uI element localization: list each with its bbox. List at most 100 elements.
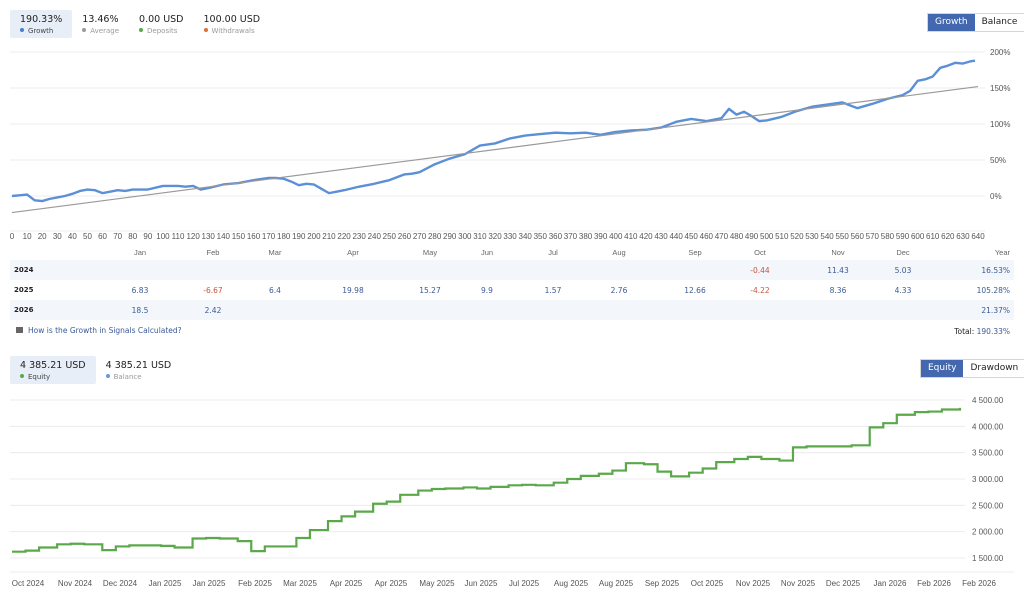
svg-text:450: 450 [685, 232, 699, 241]
legend-dot-icon [203, 28, 208, 32]
legend-dot-icon [105, 374, 110, 378]
svg-text:460: 460 [700, 232, 714, 241]
svg-text:Apr 2025: Apr 2025 [375, 579, 408, 588]
svg-text:Aug 2025: Aug 2025 [554, 579, 589, 588]
growth-chart: 0%50%100%150%200%0 10 20 30 40 50 60 70 80 90 100 1… [10, 48, 1011, 241]
svg-text:170: 170 [262, 232, 276, 241]
equity-toggle-button[interactable]: Equity [921, 360, 964, 377]
total-label: Total: [954, 327, 975, 336]
svg-text:60: 60 [98, 232, 107, 241]
svg-text:40: 40 [68, 232, 77, 241]
svg-text:630: 630 [956, 232, 970, 241]
growth-stat-deposits[interactable]: 0.00 USD Deposits [129, 10, 193, 38]
svg-text:250: 250 [383, 232, 397, 241]
table-cell: -6.67 [203, 286, 223, 295]
book-icon [16, 327, 23, 333]
month-header-jun: Jun [480, 248, 494, 257]
month-header-sep: Sep [688, 248, 702, 257]
total-value: 190.33% [976, 327, 1010, 336]
table-row: 2026 18.5 2.42 21.37% [10, 300, 1014, 320]
svg-text:510: 510 [775, 232, 789, 241]
svg-text:470: 470 [715, 232, 729, 241]
svg-text:Feb 2026: Feb 2026 [917, 579, 951, 588]
month-header-dec: Dec [896, 248, 910, 257]
svg-text:240: 240 [368, 232, 382, 241]
svg-text:400: 400 [609, 232, 623, 241]
equity-stat-balance[interactable]: 4 385.21 USD Balance [96, 356, 182, 384]
row-year: 2025 [14, 286, 34, 294]
stat-value: 100.00 USD [203, 14, 261, 25]
svg-text:270: 270 [413, 232, 427, 241]
svg-text:160: 160 [247, 232, 261, 241]
table-cell: 1.57 [544, 286, 562, 295]
row-year: 2026 [14, 306, 34, 314]
svg-text:640: 640 [971, 232, 985, 241]
balance-toggle-button[interactable]: Balance [974, 14, 1024, 31]
growth-stat-withdrawals[interactable]: 100.00 USD Withdrawals [194, 10, 271, 38]
growth-stat-growth[interactable]: 190.33% Growth [10, 10, 73, 38]
stat-label: Average [82, 26, 119, 36]
growth-toggle-button[interactable]: Growth [928, 14, 975, 31]
svg-text:Nov 2025: Nov 2025 [736, 579, 771, 588]
svg-text:480: 480 [730, 232, 744, 241]
svg-text:70: 70 [113, 232, 122, 241]
table-cell: 19.98 [342, 286, 364, 295]
equity-drawdown-toggle[interactable]: Equity Drawdown [920, 359, 1024, 378]
svg-text:410: 410 [624, 232, 638, 241]
svg-text:Jul 2025: Jul 2025 [509, 579, 540, 588]
svg-text:530: 530 [805, 232, 819, 241]
svg-text:Oct 2024: Oct 2024 [12, 579, 45, 588]
stat-label: Growth [20, 26, 62, 36]
svg-text:180: 180 [277, 232, 291, 241]
table-row: 2024 -0.44 11.43 5.03 16.53% [10, 260, 1014, 280]
svg-text:210: 210 [322, 232, 336, 241]
stat-label: Balance [105, 372, 172, 382]
svg-text:Nov 2024: Nov 2024 [58, 579, 93, 588]
equity-stat-equity[interactable]: 4 385.21 USD Equity [10, 356, 96, 384]
svg-text:580: 580 [881, 232, 895, 241]
svg-text:50: 50 [83, 232, 92, 241]
svg-text:140: 140 [217, 232, 231, 241]
drawdown-toggle-button[interactable]: Drawdown [963, 360, 1024, 377]
svg-text:30: 30 [53, 232, 62, 241]
table-row: 2025 6.83 -6.67 6.4 19.98 15.27 9.9 1.57 2.76 12.… [10, 280, 1014, 300]
svg-text:150%: 150% [990, 84, 1010, 93]
growth-stats: 190.33% Growth 13.46% Average 0.00 USD Deposi… [10, 10, 270, 38]
month-header-nov: Nov [831, 248, 845, 257]
svg-text:260: 260 [398, 232, 412, 241]
svg-text:May 2025: May 2025 [419, 579, 455, 588]
svg-text:330: 330 [503, 232, 517, 241]
month-header-jul: Jul [548, 248, 558, 257]
svg-text:0%: 0% [990, 192, 1002, 201]
stat-value: 4 385.21 USD [105, 360, 172, 371]
svg-text:380: 380 [579, 232, 593, 241]
svg-text:200%: 200% [990, 48, 1010, 57]
help-link-text[interactable]: How is the Growth in Signals Calculated? [28, 326, 182, 335]
svg-text:Nov 2025: Nov 2025 [781, 579, 816, 588]
row-total: 16.53% [981, 266, 1010, 275]
svg-text:220: 220 [337, 232, 351, 241]
svg-text:3 000.00: 3 000.00 [972, 475, 1004, 484]
svg-text:560: 560 [851, 232, 865, 241]
table-cell: 15.27 [419, 286, 441, 295]
svg-text:Aug 2025: Aug 2025 [599, 579, 634, 588]
table-cell: 9.9 [481, 286, 493, 295]
svg-text:100: 100 [156, 232, 170, 241]
svg-text:2 000.00: 2 000.00 [972, 528, 1004, 537]
svg-text:590: 590 [896, 232, 910, 241]
row-year: 2024 [14, 266, 34, 274]
stat-label: Deposits [139, 26, 183, 36]
svg-text:280: 280 [428, 232, 442, 241]
month-header-mar: Mar [268, 248, 282, 257]
svg-text:390: 390 [594, 232, 608, 241]
growth-help-link[interactable]: How is the Growth in Signals Calculated? [16, 326, 182, 335]
month-header-apr: Apr [347, 248, 359, 257]
table-cell: -0.44 [750, 266, 770, 275]
growth-balance-toggle[interactable]: Growth Balance [927, 13, 1024, 32]
svg-text:4 000.00: 4 000.00 [972, 422, 1004, 431]
svg-text:370: 370 [564, 232, 578, 241]
growth-stat-average[interactable]: 13.46% Average [72, 10, 129, 38]
svg-text:Feb 2026: Feb 2026 [962, 579, 996, 588]
svg-text:600: 600 [911, 232, 925, 241]
svg-text:350: 350 [534, 232, 548, 241]
